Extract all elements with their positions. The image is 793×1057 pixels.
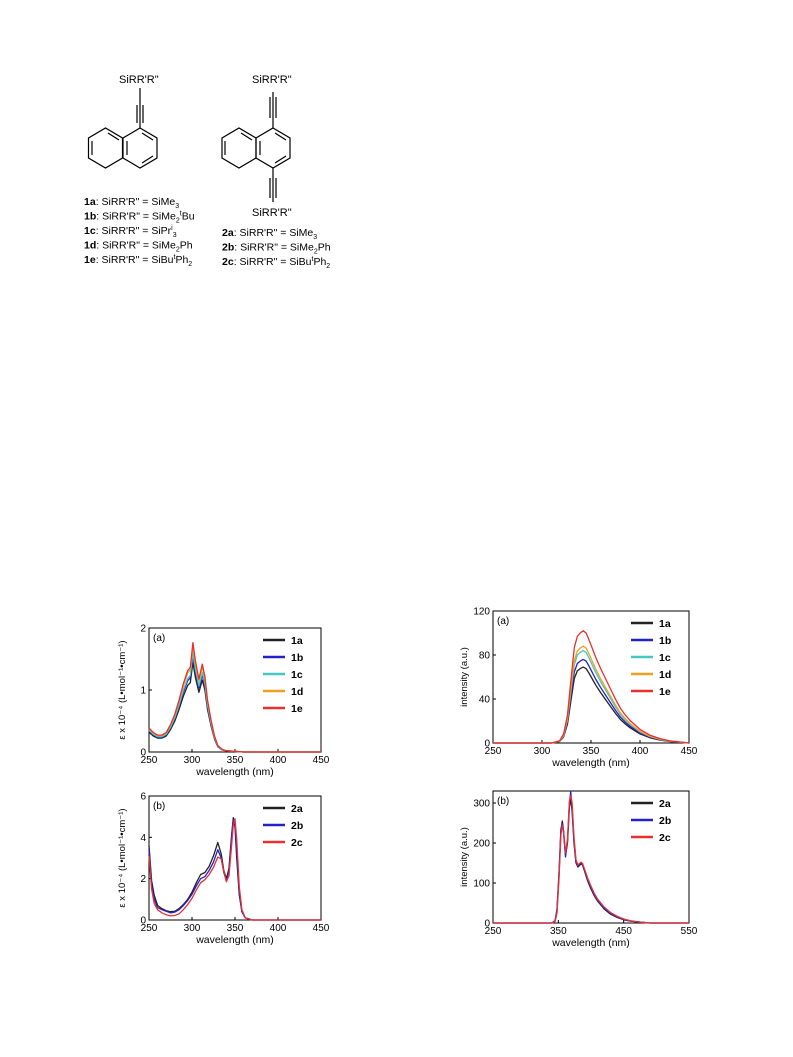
y-tick-label: 6 bbox=[140, 792, 146, 803]
legend-label-1b: 1b bbox=[291, 652, 303, 664]
chemical-scheme: SiRR'R" SiRR'R" SiRR'R" 1a: SiRR'R" = Si… bbox=[84, 74, 331, 270]
absorption-chart-2: 250 300 350 400 450 0 2 4 6 wavelength (nm) ε x 10… bbox=[117, 792, 330, 947]
y-tick-label: 0 bbox=[484, 919, 490, 930]
legend-label-2a: 2a bbox=[291, 803, 303, 815]
x-tick-label: 350 bbox=[583, 746, 600, 757]
legend-label-1c: 1c bbox=[659, 652, 671, 664]
series-line-1e bbox=[493, 630, 690, 744]
compound-1e: 1e: SiRR'R" = SiButPh2 bbox=[84, 254, 192, 268]
y-axis-label: intensity (a.u.) bbox=[459, 647, 470, 707]
series-line-2c bbox=[148, 818, 321, 921]
x-tick-label: 350 bbox=[227, 755, 244, 766]
legend-label-1e: 1e bbox=[659, 686, 671, 698]
y-tick-label: 2 bbox=[140, 874, 146, 885]
legend-label-2a: 2a bbox=[659, 798, 671, 810]
y-axis-label: ε x 10⁻⁴ (L•mol⁻¹•cm⁻¹) bbox=[117, 808, 128, 907]
compound-2a: 2a: SiRR'R" = SiMe3 bbox=[222, 227, 317, 241]
y-tick-label: 200 bbox=[473, 839, 490, 850]
series-line-2b bbox=[493, 791, 689, 924]
panel-label: (b) bbox=[497, 796, 509, 807]
y-tick-label: 100 bbox=[473, 879, 490, 890]
x-tick-label: 250 bbox=[485, 926, 502, 937]
y-tick-label: 40 bbox=[479, 695, 491, 706]
panel-label: (b) bbox=[153, 801, 165, 812]
panel-label: (a) bbox=[153, 633, 165, 644]
x-tick-label: 250 bbox=[485, 746, 502, 757]
y-tick-label: 80 bbox=[479, 651, 491, 662]
x-axis-label: wavelength (nm) bbox=[195, 766, 274, 778]
series-line-2c bbox=[493, 795, 689, 924]
x-tick-label: 300 bbox=[534, 746, 551, 757]
legend-label-1e: 1e bbox=[291, 703, 303, 715]
x-tick-label: 450 bbox=[681, 746, 698, 757]
y-tick-label: 0 bbox=[484, 739, 490, 750]
compound-1b: 1b: SiRR'R" = SiMe2tBu bbox=[84, 211, 195, 225]
panel-label: (a) bbox=[497, 616, 509, 627]
legend-label-2b: 2b bbox=[291, 820, 303, 832]
naphthalene-2-structure bbox=[221, 92, 291, 202]
legend-label-1b: 1b bbox=[659, 635, 671, 647]
compound-2b: 2b: SiRR'R" = SiMe2Ph bbox=[222, 242, 331, 256]
compound-1d: 1d: SiRR'R" = SiMe2Ph bbox=[84, 240, 193, 254]
y-tick-label: 1 bbox=[140, 686, 146, 697]
legend-label-1d: 1d bbox=[659, 669, 671, 681]
absorption-chart-1: 250 300 350 400 450 0 1 2 wavelength (nm) ε x 10⁻… bbox=[117, 624, 330, 779]
legend-label-2c: 2c bbox=[291, 837, 303, 849]
x-tick-label: 400 bbox=[270, 923, 287, 934]
compound-2c: 2c: SiRR'R" = SiButPh2 bbox=[222, 256, 330, 270]
x-tick-label: 550 bbox=[681, 926, 698, 937]
x-axis-label: wavelength (nm) bbox=[551, 757, 630, 769]
left-top-label: SiRR'R" bbox=[119, 74, 159, 86]
x-tick-label: 450 bbox=[615, 926, 632, 937]
x-tick-label: 300 bbox=[184, 923, 201, 934]
y-tick-label: 0 bbox=[140, 916, 146, 927]
emission-chart-1: 250 300 350 400 450 0 40 80 120 wavelength (nm) in… bbox=[459, 607, 698, 770]
y-tick-label: 2 bbox=[140, 624, 146, 635]
x-tick-label: 450 bbox=[313, 755, 330, 766]
y-axis-label: intensity (a.u.) bbox=[459, 827, 470, 887]
legend-label-2c: 2c bbox=[659, 832, 671, 844]
x-axis-label: wavelength (nm) bbox=[195, 934, 274, 946]
series-line-1e bbox=[148, 641, 321, 753]
y-tick-label: 0 bbox=[140, 748, 146, 759]
x-tick-label: 250 bbox=[141, 923, 158, 934]
plot-frame bbox=[492, 790, 690, 924]
emission-chart-2: 250 350 450 550 0 100 200 300 wavelength (nm) int… bbox=[459, 790, 698, 949]
y-tick-label: 120 bbox=[473, 607, 490, 618]
x-tick-label: 300 bbox=[184, 755, 201, 766]
y-tick-label: 300 bbox=[473, 799, 490, 810]
x-tick-label: 350 bbox=[550, 926, 567, 937]
x-tick-label: 400 bbox=[632, 746, 649, 757]
x-tick-label: 250 bbox=[141, 755, 158, 766]
legend-label-1a: 1a bbox=[291, 635, 303, 647]
y-axis-label: ε x 10⁻⁴ (L•mol⁻¹•cm⁻¹) bbox=[117, 640, 128, 739]
legend-label-1c: 1c bbox=[291, 669, 303, 681]
legend-label-2b: 2b bbox=[659, 815, 671, 827]
legend-label-1d: 1d bbox=[291, 686, 303, 698]
series-line-2b bbox=[148, 819, 321, 921]
y-tick-label: 4 bbox=[140, 833, 146, 844]
x-axis-label: wavelength (nm) bbox=[551, 937, 630, 949]
naphthalene-1-structure bbox=[87, 88, 158, 169]
right-bottom-label: SiRR'R" bbox=[252, 207, 292, 219]
x-tick-label: 400 bbox=[270, 755, 287, 766]
x-tick-label: 350 bbox=[227, 923, 244, 934]
x-tick-label: 450 bbox=[313, 923, 330, 934]
compound-1c: 1c: SiRR'R" = SiPri3 bbox=[84, 225, 177, 239]
legend-label-1a: 1a bbox=[659, 618, 671, 630]
right-top-label: SiRR'R" bbox=[252, 74, 292, 86]
compound-1a: 1a: SiRR'R" = SiMe3 bbox=[84, 196, 179, 210]
